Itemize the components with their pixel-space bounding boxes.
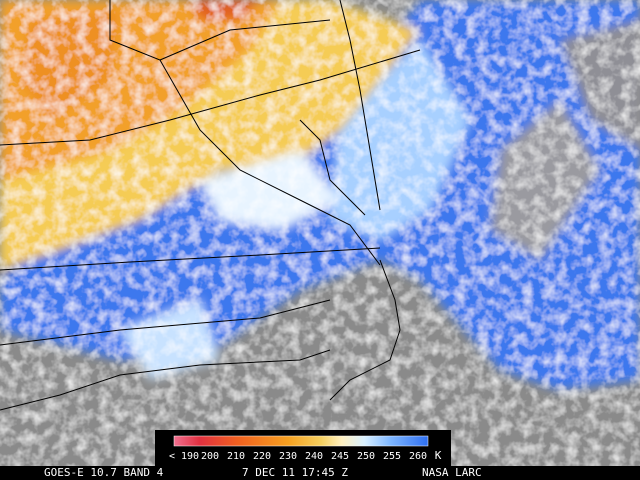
state-boundaries (0, 0, 420, 410)
footer-bar (0, 466, 640, 480)
colorbar-unit: K (435, 449, 442, 462)
imagery (0, 0, 640, 466)
colorbar: < 190 200 210 220 230 240 245 250 255 260 K (155, 430, 451, 466)
colorbar-label: 260 (409, 451, 427, 462)
colorbar-label: 240 (305, 451, 323, 462)
colorbar-label: 230 (279, 451, 297, 462)
colorbar-label: 210 (227, 451, 245, 462)
colorbar-label: 200 (201, 451, 219, 462)
colorbar-label: 250 (357, 451, 375, 462)
colorbar-label: 255 (383, 451, 401, 462)
time-label: 7 DEC 11 17:45 Z (242, 466, 348, 479)
colorbar-label: < 190 (169, 451, 199, 462)
source-label: NASA LARC (422, 466, 482, 479)
colorbar-label: 220 (253, 451, 271, 462)
product-label: GOES-E 10.7 BAND 4 (44, 466, 164, 479)
colorbar-label: 245 (331, 451, 349, 462)
